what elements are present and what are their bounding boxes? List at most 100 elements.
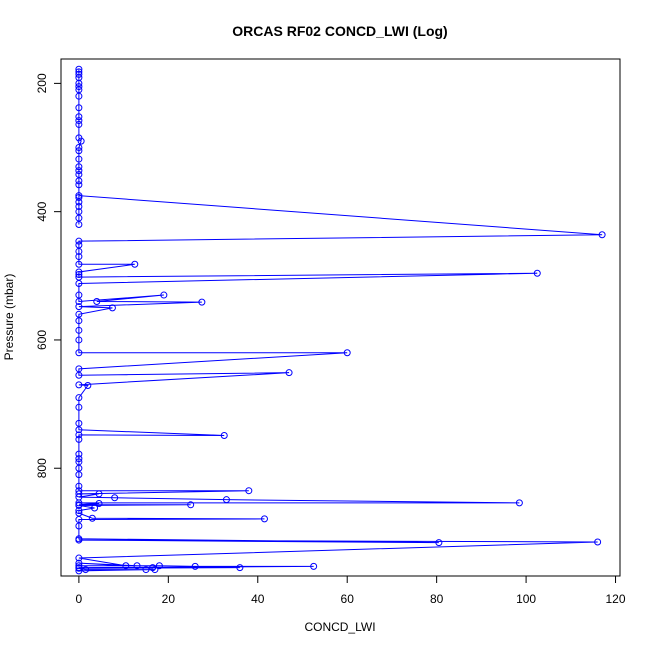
data-point [75, 394, 83, 402]
data-point [75, 435, 83, 443]
data-point [75, 271, 83, 279]
series-points [75, 65, 606, 575]
data-point [435, 539, 443, 547]
data-point [75, 181, 83, 189]
data-point [245, 487, 253, 495]
data-point [151, 566, 159, 574]
y-tick-label: 200 [35, 73, 49, 93]
data-point [75, 371, 83, 379]
y-tick-label: 400 [35, 201, 49, 221]
y-tick-label: 800 [35, 458, 49, 478]
chart-title: ORCAS RF02 CONCD_LWI (Log) [232, 23, 447, 39]
data-point [75, 426, 83, 434]
data-point [594, 538, 602, 546]
data-point [160, 291, 168, 299]
data-point [75, 163, 83, 171]
data-point [91, 504, 99, 512]
data-point [75, 167, 83, 175]
data-point [75, 237, 83, 245]
data-point [75, 247, 83, 255]
y-tick-label: 600 [35, 330, 49, 350]
data-point [111, 494, 119, 502]
data-point [75, 455, 83, 463]
data-point [142, 566, 150, 574]
data-point [75, 120, 83, 128]
x-tick-label: 120 [606, 592, 626, 606]
data-point [75, 280, 83, 288]
data-point [75, 564, 83, 572]
data-point [77, 137, 85, 145]
data-point [75, 303, 83, 311]
data-point [93, 297, 101, 305]
data-point [95, 490, 103, 498]
data-point [75, 554, 83, 562]
data-point [84, 381, 92, 389]
data-point [131, 260, 139, 268]
data-point [75, 177, 83, 185]
data-point [533, 269, 541, 277]
data-point [187, 501, 195, 509]
x-tick-label: 40 [251, 592, 265, 606]
x-tick-label: 80 [430, 592, 444, 606]
x-tick-label: 100 [516, 592, 536, 606]
data-point [75, 144, 83, 152]
data-point [149, 564, 157, 572]
data-point [75, 450, 83, 458]
data-point [75, 155, 83, 163]
data-point [515, 499, 523, 507]
data-point [75, 431, 83, 439]
x-tick-label: 0 [76, 592, 83, 606]
data-point [122, 562, 130, 570]
data-point [75, 317, 83, 325]
data-point [598, 231, 606, 239]
data-point [75, 104, 83, 112]
data-point [155, 562, 163, 570]
data-point [191, 562, 199, 570]
data-point [75, 113, 83, 121]
x-axis: 0 20 40 60 80 100 120 [76, 576, 626, 606]
data-point [75, 471, 83, 479]
data-point [75, 65, 83, 73]
plot-frame [60, 58, 621, 577]
data-point [75, 562, 83, 570]
data-point [75, 117, 83, 125]
data-point [260, 515, 268, 523]
data-point [75, 297, 83, 305]
x-tick-label: 20 [162, 592, 176, 606]
data-point [75, 92, 83, 100]
data-point [75, 260, 83, 268]
x-tick-label: 60 [341, 592, 355, 606]
data-point [220, 432, 228, 440]
x-axis-label: CONCD_LWI [304, 620, 375, 634]
data-point [343, 349, 351, 357]
data-point [75, 192, 83, 200]
data-point [236, 564, 244, 572]
data-point [75, 490, 83, 498]
series-line [78, 69, 603, 572]
data-point [75, 501, 83, 509]
data-point [75, 70, 83, 78]
data-point [310, 562, 318, 570]
data-point [108, 304, 116, 312]
data-point [285, 369, 293, 377]
data-point [75, 268, 83, 276]
y-axis: 200 400 600 800 [35, 73, 61, 478]
data-point [222, 496, 230, 504]
data-point [75, 326, 83, 334]
data-point [75, 567, 83, 575]
data-point [75, 381, 83, 389]
data-point [75, 507, 83, 515]
y-axis-label: Pressure (mbar) [2, 274, 16, 361]
data-point [75, 403, 83, 411]
data-point [95, 500, 103, 508]
data-point [88, 514, 96, 522]
data-point [75, 536, 83, 544]
data-point [75, 83, 83, 91]
data-point [133, 562, 141, 570]
data-point [75, 499, 83, 507]
data-point [198, 298, 206, 306]
data-point [75, 194, 83, 202]
data-point [75, 336, 83, 344]
data-point [75, 253, 83, 261]
